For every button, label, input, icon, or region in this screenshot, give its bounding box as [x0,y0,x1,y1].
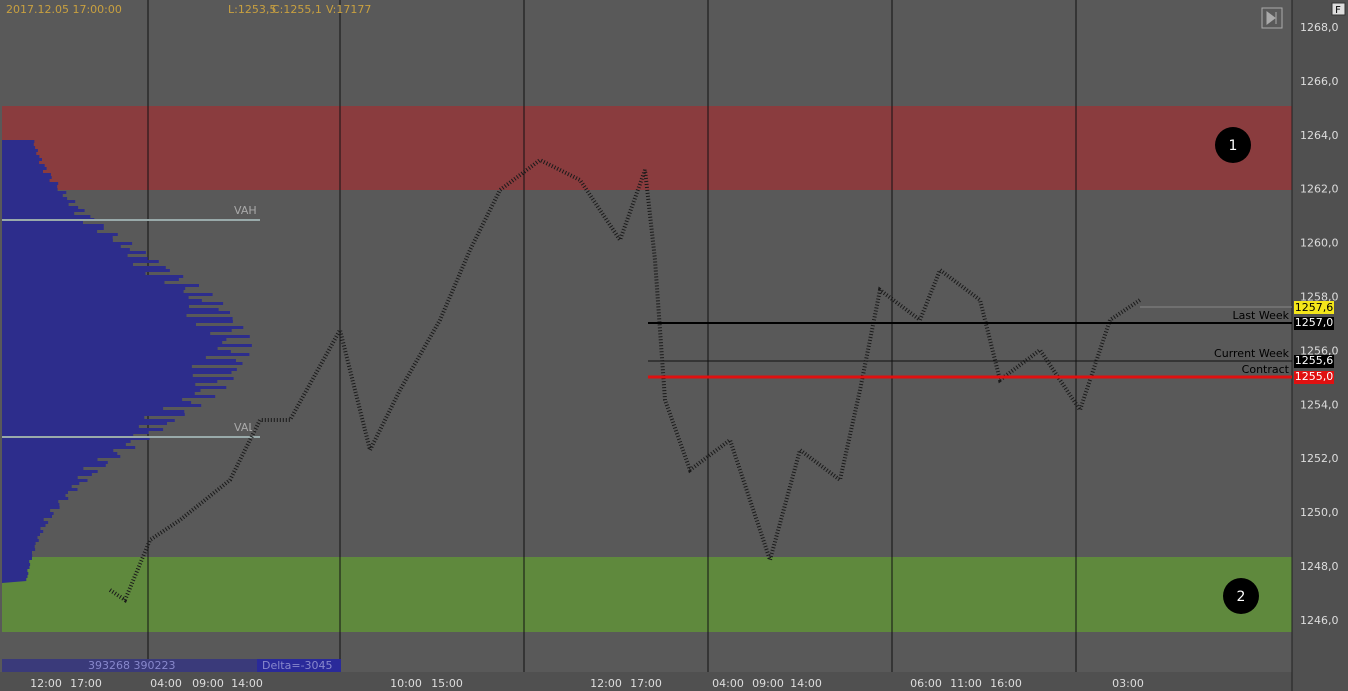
vah-label: VAH [234,204,257,217]
time-label: 09:00 [752,677,784,690]
level-tag [1294,371,1334,384]
time-label: 09:00 [192,677,224,690]
price-label: 1254,0 [1300,398,1339,411]
footer-volumes-bg [2,659,257,672]
footer-delta: Delta=-3045 [262,659,333,672]
last-price-text: 1257,6 [1295,301,1334,314]
time-label: 11:00 [950,677,982,690]
level-label: Last Week [1232,309,1289,322]
time-label: 03:00 [1112,677,1144,690]
price-label: 1260,0 [1300,237,1339,250]
last-price-tag [1294,301,1334,314]
support-zone [2,557,1292,632]
header-low: L:1253,5 [228,3,276,16]
grid [147,0,1293,691]
header-close: C:1255,1 [272,3,322,16]
level-price: 1255,0 [1295,370,1334,383]
time-label: 12:00 [30,677,62,690]
scroll-end-button[interactable] [1261,7,1283,29]
price-label: 1264,0 [1300,129,1339,142]
price-label: 1252,0 [1300,452,1339,465]
time-label: 14:00 [790,677,822,690]
val-label: VAL [234,421,255,434]
price-label: 1246,0 [1300,614,1339,627]
time-label: 17:00 [70,677,102,690]
level-label: Contract [1242,363,1290,376]
zone-marker [1215,127,1251,163]
price-label: 1248,0 [1300,560,1339,573]
time-label: 14:00 [231,677,263,690]
zone-marker [1223,578,1259,614]
time-label: 04:00 [150,677,182,690]
footer-volumes: 393268 390223 [88,659,175,672]
price-label: 1250,0 [1300,506,1339,519]
header-volume: V:17177 [326,3,371,16]
time-label: 17:00 [630,677,662,690]
f-button-label: F [1335,5,1341,16]
level-tag [1294,355,1334,368]
time-label: 10:00 [390,677,422,690]
time-label: 16:00 [990,677,1022,690]
price-axis-bg [1292,0,1348,691]
price-label: 1262,0 [1300,183,1339,196]
price-label: 1258,0 [1300,291,1339,304]
price-label: 1256,0 [1300,344,1339,357]
level-price: 1257,0 [1295,316,1334,329]
time-label: 15:00 [431,677,463,690]
level-tag [1294,317,1334,330]
header-datetime: 2017.12.05 17:00:00 [6,3,122,16]
time-axis-bg [0,672,1292,691]
time-label: 12:00 [590,677,622,690]
f-button[interactable] [1331,2,1346,16]
level-label: Current Week [1214,347,1290,360]
price-label: 1266,0 [1300,75,1339,88]
footer-delta-bg [257,659,341,672]
scroll-icon [1266,11,1277,25]
resistance-zone [2,106,1292,190]
zone-number: 1 [1229,138,1238,154]
zone-number: 2 [1237,589,1246,605]
volume-profile [2,140,252,583]
level-price: 1255,6 [1295,354,1334,367]
time-label: 06:00 [910,677,942,690]
price-label: 1268,0 [1300,21,1339,34]
price-trail [108,157,1142,604]
time-label: 04:00 [712,677,744,690]
